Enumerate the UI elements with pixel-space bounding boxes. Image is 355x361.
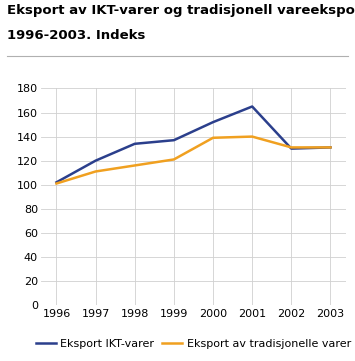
Eksport av tradisjonelle varer bbox=[133, 163, 137, 168]
Text: 1996-2003. Indeks: 1996-2003. Indeks bbox=[7, 29, 146, 42]
Eksport IKT-varer bbox=[54, 180, 59, 184]
Text: Eksport av IKT-varer og tradisjonell vareeksport.: Eksport av IKT-varer og tradisjonell var… bbox=[7, 4, 355, 17]
Eksport av tradisjonelle varer bbox=[211, 136, 215, 140]
Eksport IKT-varer bbox=[133, 142, 137, 146]
Eksport av tradisjonelle varer bbox=[54, 181, 59, 186]
Eksport IKT-varer bbox=[250, 104, 254, 109]
Eksport IKT-varer bbox=[289, 147, 294, 151]
Eksport av tradisjonelle varer bbox=[250, 134, 254, 139]
Eksport av tradisjonelle varer bbox=[93, 169, 98, 174]
Line: Eksport av tradisjonelle varer: Eksport av tradisjonelle varer bbox=[56, 136, 331, 183]
Eksport IKT-varer bbox=[211, 120, 215, 124]
Eksport av tradisjonelle varer bbox=[289, 145, 294, 149]
Eksport av tradisjonelle varer bbox=[328, 145, 333, 149]
Legend: Eksport IKT-varer, Eksport av tradisjonelle varer: Eksport IKT-varer, Eksport av tradisjone… bbox=[32, 334, 355, 353]
Line: Eksport IKT-varer: Eksport IKT-varer bbox=[56, 106, 331, 182]
Eksport IKT-varer bbox=[172, 138, 176, 142]
Eksport IKT-varer bbox=[93, 158, 98, 163]
Eksport av tradisjonelle varer bbox=[172, 157, 176, 162]
Eksport IKT-varer bbox=[328, 145, 333, 149]
